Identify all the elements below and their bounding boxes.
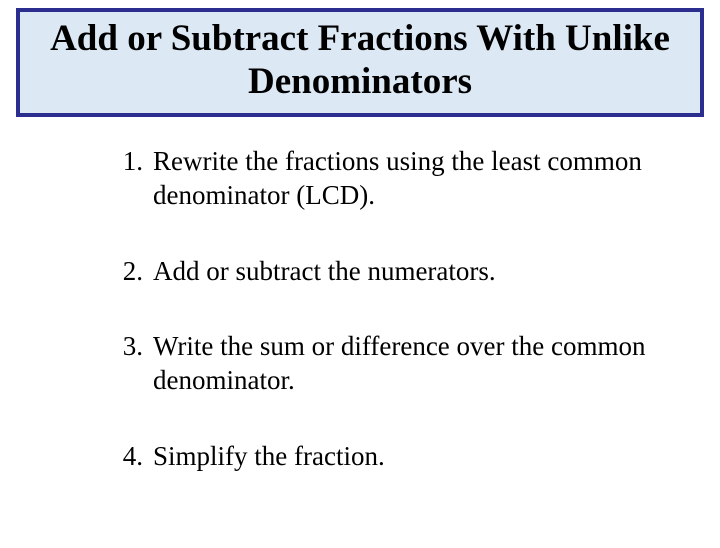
list-item: 1. Rewrite the fractions using the least… [115,145,660,213]
step-number: 3. [115,330,153,364]
step-number: 4. [115,440,153,474]
list-item: 2. Add or subtract the numerators. [115,255,660,289]
list-item: 3. Write the sum or difference over the … [115,330,660,398]
step-text: Rewrite the fractions using the least co… [153,145,660,213]
list-item: 4. Simplify the fraction. [115,440,660,474]
title-box: Add or Subtract Fractions With Unlike De… [16,8,704,117]
step-number: 2. [115,255,153,289]
page-title: Add or Subtract Fractions With Unlike De… [30,18,690,103]
step-text: Write the sum or difference over the com… [153,330,660,398]
steps-list: 1. Rewrite the fractions using the least… [115,145,660,474]
step-text: Simplify the fraction. [153,440,660,474]
step-text: Add or subtract the numerators. [153,255,660,289]
step-number: 1. [115,145,153,179]
